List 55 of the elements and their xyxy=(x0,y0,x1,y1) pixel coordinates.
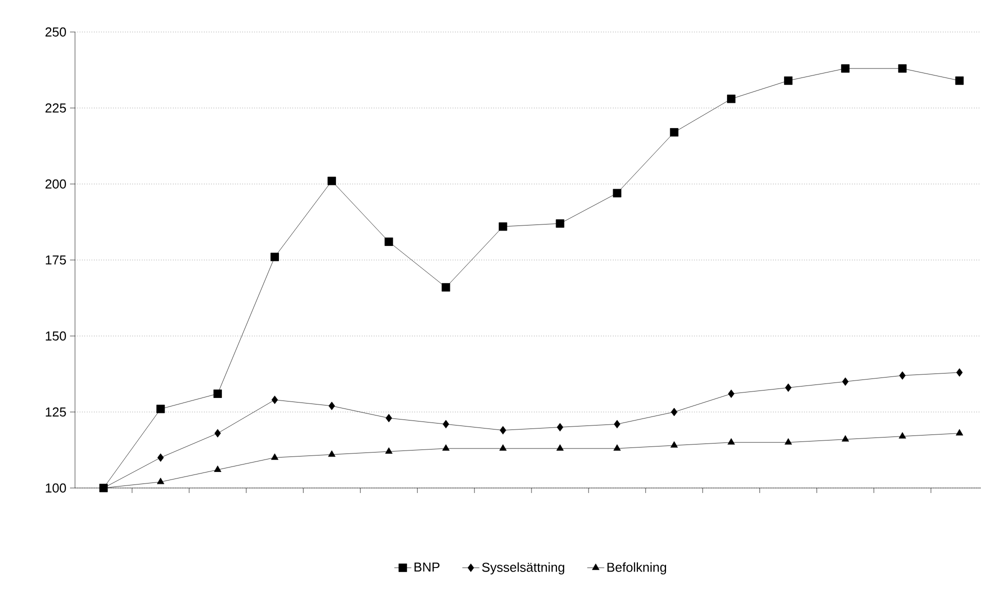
point xyxy=(784,438,792,445)
point xyxy=(271,453,278,460)
legend-label: BNP xyxy=(414,562,440,572)
point xyxy=(328,450,336,457)
point xyxy=(442,283,450,292)
y-tick-label: 150 xyxy=(46,331,66,341)
y-tick-label: 225 xyxy=(46,103,66,113)
legend-label: Sysselsättning xyxy=(482,562,564,574)
point xyxy=(784,76,792,85)
point xyxy=(499,444,507,451)
point xyxy=(956,429,964,436)
point xyxy=(214,466,222,472)
point xyxy=(613,444,621,451)
point xyxy=(156,404,165,414)
point xyxy=(955,76,964,85)
point xyxy=(898,432,906,439)
point xyxy=(328,402,335,410)
point xyxy=(556,423,564,432)
point xyxy=(842,377,849,386)
point xyxy=(670,441,678,448)
y-tick-label: 175 xyxy=(46,255,66,265)
point xyxy=(157,453,164,462)
point xyxy=(270,252,279,262)
point xyxy=(500,426,506,434)
y-tick-label: 250 xyxy=(46,27,66,37)
point xyxy=(385,447,393,454)
point xyxy=(272,396,278,404)
point xyxy=(612,188,622,198)
point xyxy=(442,420,450,428)
point xyxy=(841,64,850,73)
point xyxy=(728,390,734,398)
point xyxy=(614,420,620,428)
y-tick-label: 125 xyxy=(46,407,66,417)
y-tick-label: 200 xyxy=(46,179,66,189)
point xyxy=(899,371,906,380)
point xyxy=(384,238,394,246)
point xyxy=(842,435,850,442)
point xyxy=(156,478,164,484)
point xyxy=(670,408,678,416)
point xyxy=(556,444,564,451)
point xyxy=(956,368,963,377)
point xyxy=(670,128,678,137)
y-tick-label: 100 xyxy=(46,483,66,493)
point xyxy=(498,222,508,231)
point xyxy=(213,390,222,398)
point xyxy=(898,64,907,73)
point xyxy=(214,429,221,438)
point xyxy=(556,219,564,228)
point xyxy=(442,444,450,451)
point xyxy=(386,414,392,422)
point xyxy=(328,176,336,186)
point xyxy=(728,438,735,445)
legend-label: Befolkning xyxy=(607,562,666,574)
point xyxy=(727,94,736,104)
point xyxy=(785,383,792,392)
